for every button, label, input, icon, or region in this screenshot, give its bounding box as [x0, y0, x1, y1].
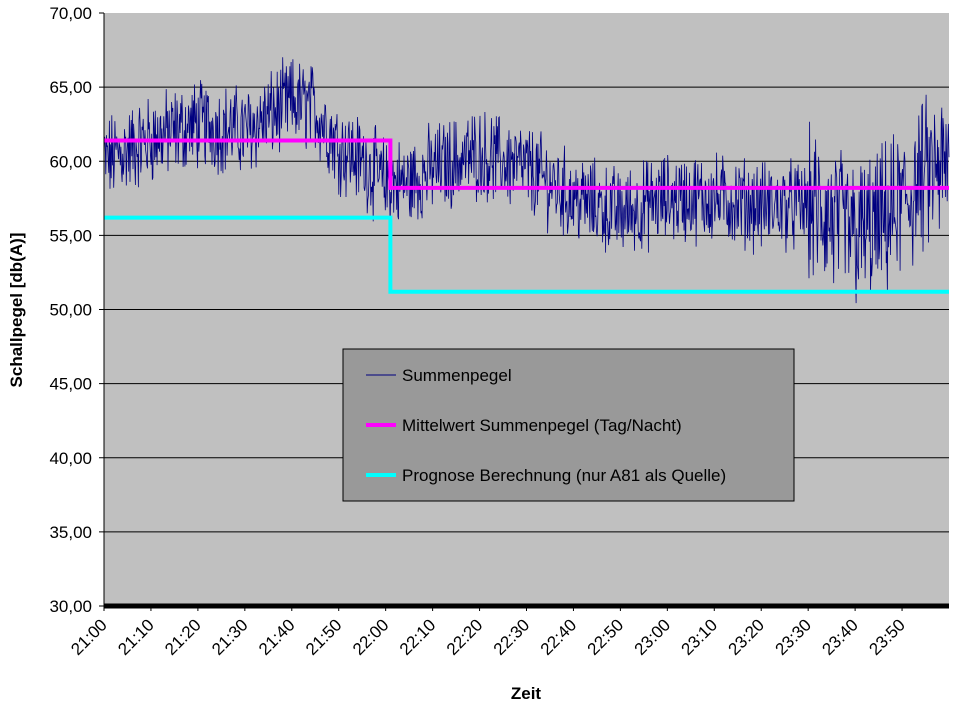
y-tick-label: 70,00 [49, 4, 92, 23]
axes: 30,00 35,00 40,00 45,00 50,00 55,00 60,00 65,00… [49, 4, 949, 659]
x-tick-label: 23:20 [725, 615, 769, 659]
x-tick-label: 21:50 [302, 615, 346, 659]
plot-area [103, 13, 950, 606]
x-tick-label: 23:00 [631, 615, 675, 659]
x-tick-label: 21:00 [67, 615, 111, 659]
y-tick-label: 50,00 [49, 301, 92, 320]
x-tick-label: 22:20 [443, 615, 487, 659]
x-tick-label: 23:10 [678, 615, 722, 659]
y-tick-label: 40,00 [49, 449, 92, 468]
x-tick-label: 21:30 [208, 615, 252, 659]
y-axis-title: Schallpegel [db(A)] [7, 233, 26, 388]
x-tick-label: 21:40 [255, 615, 299, 659]
x-tick-label: 23:40 [818, 615, 862, 659]
y-tick-label: 45,00 [49, 375, 92, 394]
y-tick-label: 60,00 [49, 152, 92, 171]
x-tick-label: 23:30 [771, 615, 815, 659]
legend-label-prognose: Prognose Berechnung (nur A81 als Quelle) [402, 466, 726, 485]
x-tick-label: 23:50 [865, 615, 909, 659]
x-tick-label: 22:30 [490, 615, 534, 659]
x-tick-label: 22:10 [396, 615, 440, 659]
legend-label-mittelwert: Mittelwert Summenpegel (Tag/Nacht) [402, 416, 682, 435]
legend-item-summenpegel: Summenpegel [366, 366, 512, 385]
legend-item-mittelwert: Mittelwert Summenpegel (Tag/Nacht) [366, 416, 682, 435]
y-tick-label: 65,00 [49, 78, 92, 97]
y-tick-label: 55,00 [49, 226, 92, 245]
x-tick-label: 21:20 [161, 615, 205, 659]
x-tick-label: 22:40 [537, 615, 581, 659]
series-line-mittelwert [104, 138, 949, 190]
series-line-summenpegel [103, 57, 950, 304]
legend-label-summenpegel: Summenpegel [402, 366, 512, 385]
x-tick-label: 22:00 [349, 615, 393, 659]
x-tick-label: 22:50 [584, 615, 628, 659]
legend: Summenpegel Mittelwert Summenpegel (Tag/… [342, 348, 795, 502]
series-line-prognose [104, 215, 949, 294]
y-tick-label: 30,00 [49, 597, 92, 616]
y-tick-label: 35,00 [49, 523, 92, 542]
legend-box [342, 348, 795, 502]
x-axis-title: Zeit [511, 684, 542, 703]
x-tick-label: 21:10 [114, 615, 158, 659]
legend-item-prognose: Prognose Berechnung (nur A81 als Quelle) [366, 466, 726, 485]
